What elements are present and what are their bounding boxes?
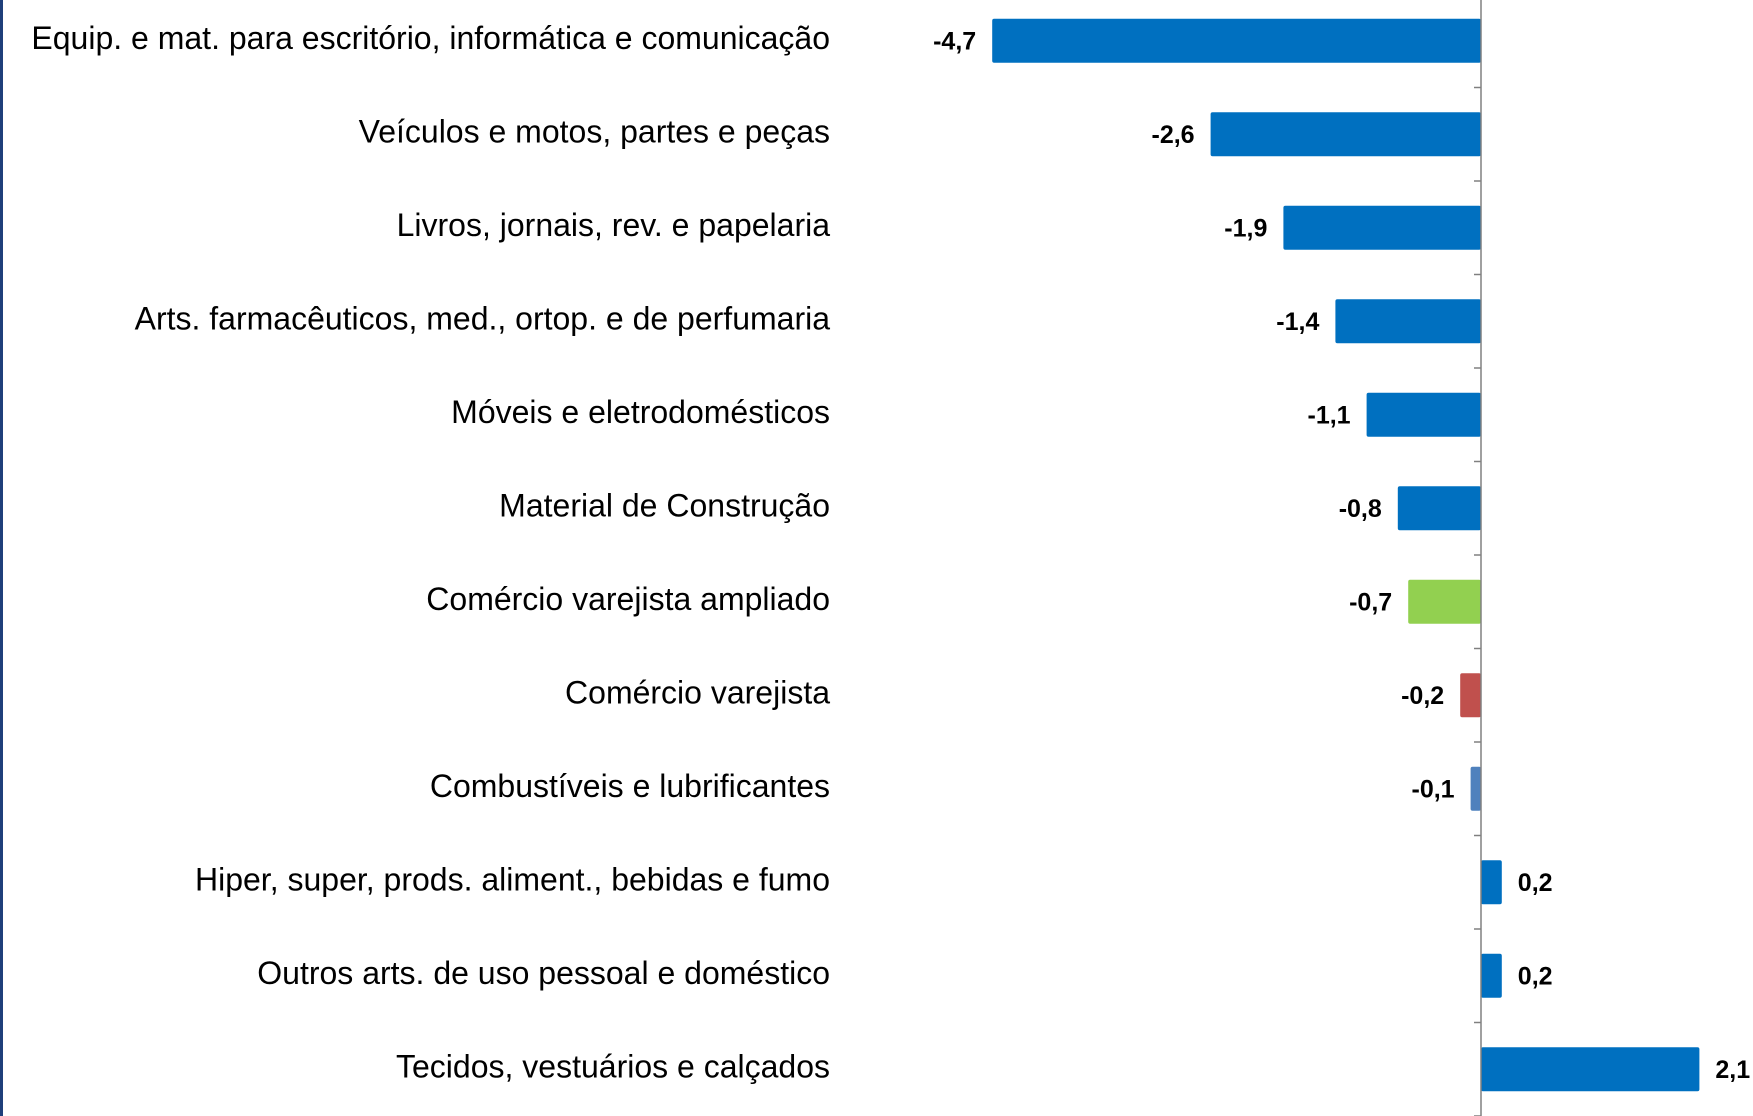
category-label: Combustíveis e lubrificantes (430, 768, 830, 804)
bar (1481, 953, 1502, 998)
category-label: Hiper, super, prods. aliment., bebidas e… (195, 862, 830, 898)
category-label: Arts. farmacêuticos, med., ortop. e de p… (135, 301, 831, 337)
category-label: Comércio varejista ampliado (426, 581, 830, 617)
value-label: 2,1 (1715, 1056, 1750, 1084)
category-label: Móveis e eletrodomésticos (451, 394, 830, 430)
bar (1210, 112, 1481, 157)
bar (992, 18, 1481, 63)
value-label: -2,6 (1152, 121, 1195, 149)
value-label: 0,2 (1518, 869, 1553, 897)
bar (1366, 392, 1481, 437)
category-label: Veículos e motos, partes e peças (359, 114, 830, 150)
bar (1470, 766, 1481, 811)
left-border (0, 0, 3, 1116)
category-label: Livros, jornais, rev. e papelaria (397, 207, 831, 243)
category-label: Outros arts. de uso pessoal e doméstico (257, 955, 830, 991)
bar (1335, 299, 1481, 344)
bar (1397, 486, 1481, 531)
value-label: -0,2 (1401, 682, 1444, 710)
category-label: Equip. e mat. para escritório, informáti… (31, 20, 830, 56)
value-label: -1,4 (1276, 308, 1319, 336)
bar (1408, 579, 1481, 624)
bar (1283, 205, 1481, 250)
value-label: -4,7 (933, 27, 976, 55)
category-label: Tecidos, vestuários e calçados (396, 1049, 830, 1085)
value-label: -1,9 (1224, 214, 1267, 242)
bar (1481, 1047, 1700, 1092)
bar (1481, 860, 1502, 905)
value-label: -1,1 (1308, 401, 1351, 429)
category-label: Material de Construção (499, 488, 830, 524)
bar (1460, 673, 1481, 718)
value-label: -0,8 (1339, 495, 1382, 523)
value-label: -0,7 (1349, 588, 1392, 616)
value-label: 0,2 (1518, 962, 1553, 990)
category-label: Comércio varejista (565, 675, 830, 711)
value-label: -0,1 (1412, 775, 1455, 803)
